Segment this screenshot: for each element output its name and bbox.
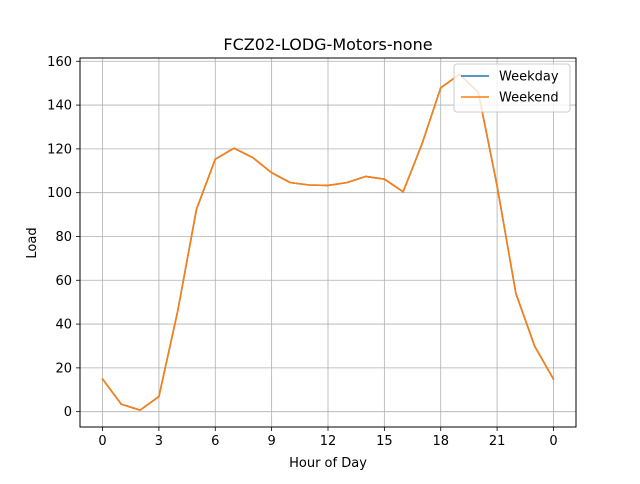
y-tick-label: 40 (55, 318, 72, 333)
x-tick-label: 3 (155, 434, 163, 449)
y-tick-label: 80 (55, 230, 72, 245)
axis-ticks: 0 3 6 9 12 15 18 21 0 0 20 40 60 80 100 120 140 160 (47, 55, 557, 449)
x-tick-label: 0 (98, 434, 106, 449)
y-tick-label: 100 (47, 186, 72, 201)
legend-weekend-label: Weekend (499, 91, 559, 106)
y-tick-label: 120 (47, 142, 72, 157)
x-tick-label: 6 (211, 434, 219, 449)
y-tick-label: 140 (47, 99, 72, 114)
x-tick-label: 21 (489, 434, 506, 449)
chart-title: FCZ02-LODG-Motors-none (223, 35, 432, 54)
grid (80, 58, 576, 427)
x-tick-label: 0 (549, 434, 557, 449)
y-tick-label: 0 (64, 405, 72, 420)
y-tick-label: 20 (55, 361, 72, 376)
x-tick-label: 15 (376, 434, 393, 449)
legend-weekday-label: Weekday (499, 70, 559, 85)
y-tick-label: 160 (47, 55, 72, 70)
legend: Weekday Weekend (453, 63, 571, 113)
y-tick-label: 60 (55, 274, 72, 289)
x-tick-label: 12 (320, 434, 337, 449)
y-axis-label: Load (25, 227, 40, 258)
x-axis-label: Hour of Day (289, 456, 367, 471)
x-tick-label: 18 (432, 434, 449, 449)
x-tick-label: 9 (267, 434, 275, 449)
